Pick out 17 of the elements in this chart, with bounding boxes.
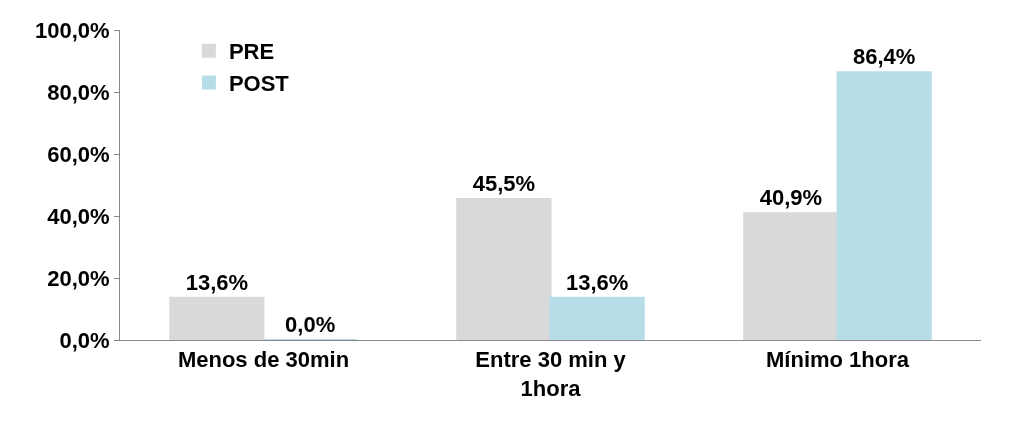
y-tick-label: 80,0% xyxy=(47,79,110,105)
legend-label: POST xyxy=(228,70,290,96)
y-tick-label: 60,0% xyxy=(47,141,110,167)
data-label: 13,6% xyxy=(565,269,629,295)
x-tick-label: Mínimo 1hora xyxy=(765,347,910,373)
x-tick-label: Menos de 30min xyxy=(177,347,350,373)
data-label: 40,9% xyxy=(759,185,823,211)
y-tick-label: 100,0% xyxy=(34,17,110,43)
data-label: 45,5% xyxy=(472,170,536,196)
data-label: 0,0% xyxy=(285,312,336,337)
data-label: 86,4% xyxy=(852,44,916,70)
y-tick-label: 40,0% xyxy=(47,203,110,229)
x-tick-label: Entre 30 min y 1hora xyxy=(475,347,627,401)
data-label: 13,6% xyxy=(185,269,249,295)
y-tick-label: 20,0% xyxy=(47,265,110,291)
y-tick-label: 0,0% xyxy=(59,327,110,353)
legend-label: PRE xyxy=(228,39,275,65)
